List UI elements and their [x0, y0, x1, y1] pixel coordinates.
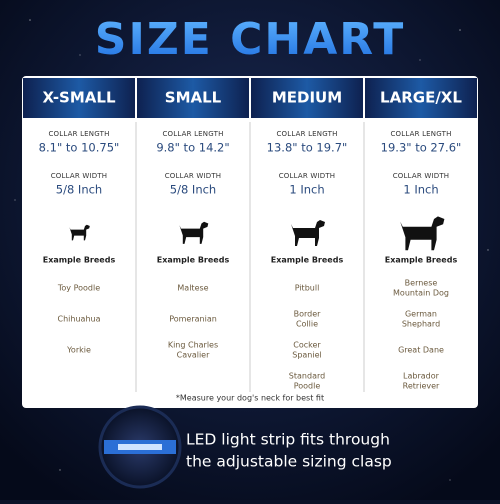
- collar-width-label: COLLAR WIDTH: [165, 172, 222, 180]
- breed: Retriever: [403, 382, 440, 391]
- collar-width-label: COLLAR WIDTH: [279, 172, 336, 180]
- collar-length: 9.8" to 14.2": [156, 141, 229, 155]
- collar-width: 1 Inch: [289, 183, 324, 197]
- header-cell: [365, 78, 477, 118]
- breed: Collie: [296, 320, 318, 329]
- breed: Cocker: [293, 341, 321, 350]
- title: SIZE CHART: [95, 14, 405, 65]
- breed: Pomeranian: [169, 315, 217, 324]
- breeds-label: Example Breeds: [43, 256, 116, 265]
- breed: Yorkie: [66, 346, 91, 355]
- collar-length: 8.1" to 10.75": [39, 141, 120, 155]
- collar-length: 19.3" to 27.6": [381, 141, 462, 155]
- breed: Pitbull: [295, 284, 320, 293]
- column-name: X-SMALL: [42, 89, 115, 107]
- breed: Great Dane: [398, 346, 444, 355]
- breed: Shephard: [402, 320, 440, 329]
- led-strip-light: [118, 444, 162, 450]
- breeds-label: Example Breeds: [157, 256, 230, 265]
- breed: Mountain Dog: [393, 289, 449, 298]
- breed: Spaniel: [292, 351, 322, 360]
- breed: Toy Poodle: [57, 284, 100, 293]
- header-cell: [137, 78, 249, 118]
- footnote: *Measure your dog's neck for best fit: [176, 394, 324, 403]
- dog-icon: [179, 221, 209, 244]
- stars: [14, 19, 489, 481]
- feature-line: LED light strip fits through: [186, 431, 390, 449]
- breed: Chihuahua: [58, 315, 101, 324]
- header-cell: [251, 78, 363, 118]
- collar-width: 5/8 Inch: [170, 183, 216, 197]
- collar-length: 13.8" to 19.7": [267, 141, 348, 155]
- breed: King Charles: [168, 341, 218, 350]
- collar-length-label: COLLAR LENGTH: [162, 130, 223, 138]
- dog-icon: [69, 224, 90, 241]
- breed: Poodle: [294, 382, 321, 391]
- collar-width: 1 Inch: [403, 183, 438, 197]
- collar-width: 5/8 Inch: [56, 183, 102, 197]
- collar-length-label: COLLAR LENGTH: [390, 130, 451, 138]
- column-name: LARGE/XL: [380, 89, 462, 107]
- collar-width-label: COLLAR WIDTH: [393, 172, 450, 180]
- collar-length-label: COLLAR LENGTH: [276, 130, 337, 138]
- breed: Standard: [289, 372, 325, 381]
- dog-icon: [291, 220, 325, 246]
- breed: Bernese: [405, 279, 438, 288]
- breeds-label: Example Breeds: [271, 256, 344, 265]
- column-name: SMALL: [165, 89, 222, 107]
- breed: Maltese: [177, 284, 208, 293]
- feature-line: the adjustable sizing clasp: [186, 453, 392, 471]
- column-name: MEDIUM: [272, 89, 342, 107]
- breed: Cavalier: [177, 351, 210, 360]
- breeds-label: Example Breeds: [385, 256, 458, 265]
- header-cell: [23, 78, 135, 118]
- dog-icon: [400, 216, 445, 251]
- collar-length-label: COLLAR LENGTH: [48, 130, 109, 138]
- breed: Labrador: [403, 372, 440, 381]
- breed: German: [405, 310, 437, 319]
- breed: Border: [294, 310, 322, 319]
- collar-width-label: COLLAR WIDTH: [51, 172, 108, 180]
